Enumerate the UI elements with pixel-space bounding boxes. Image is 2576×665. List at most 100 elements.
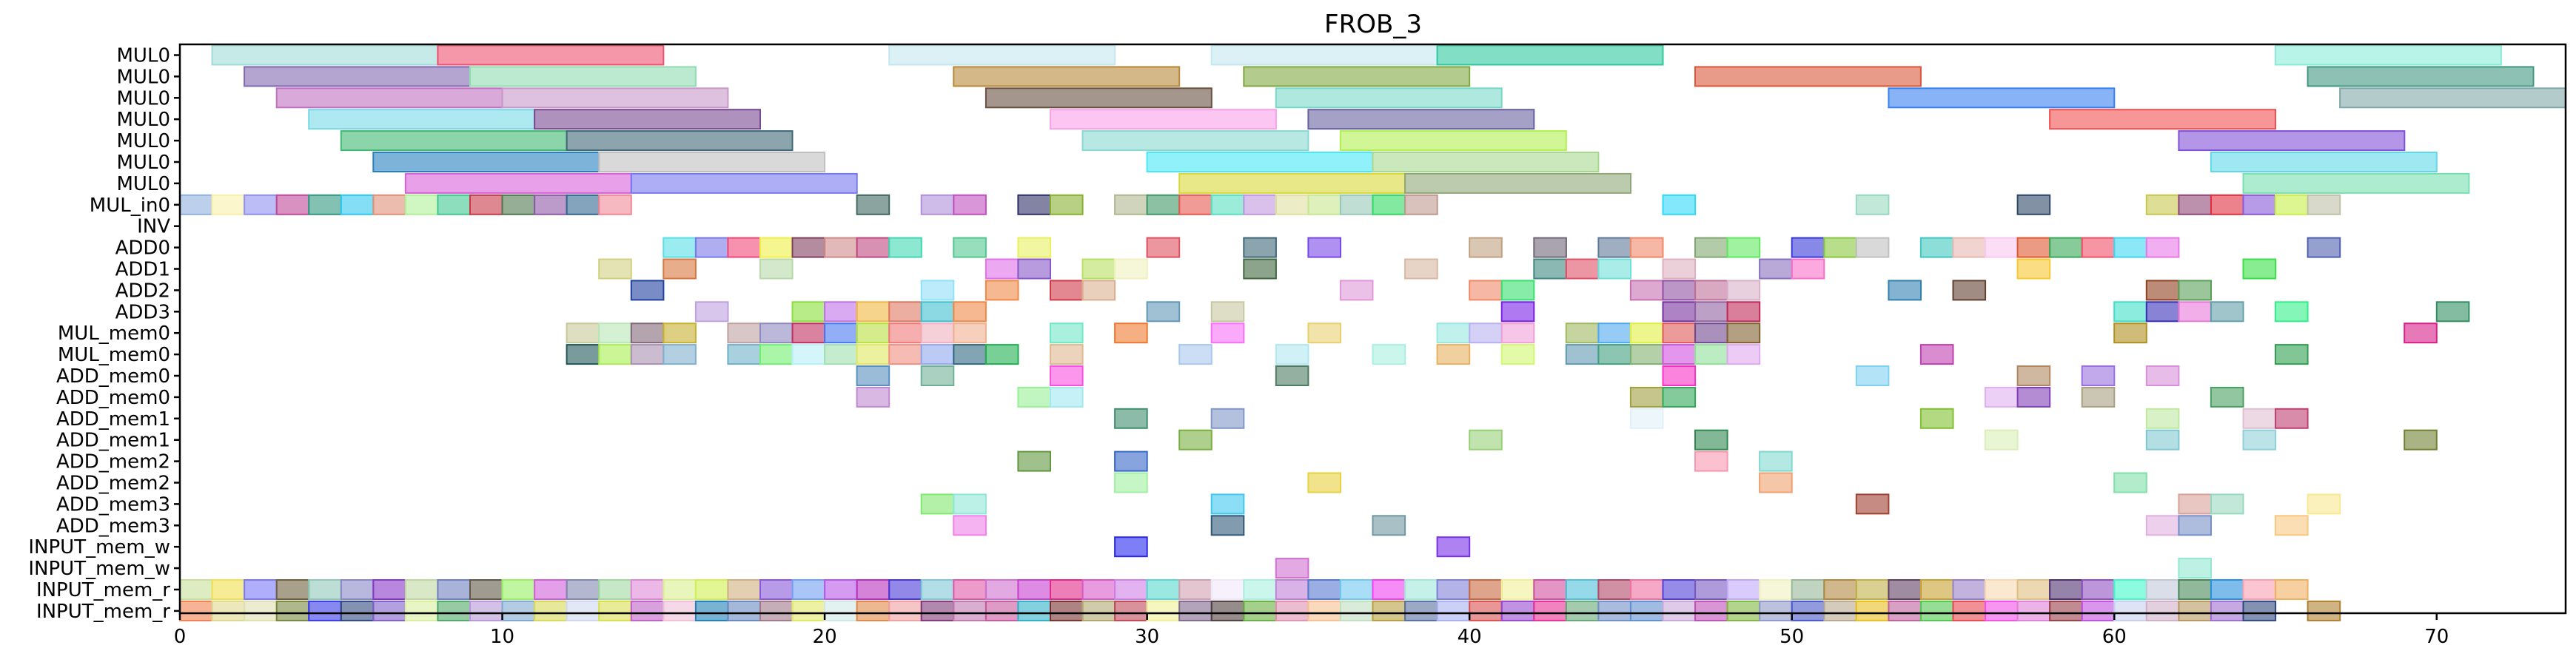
bar-ADD_mem2-29 xyxy=(1114,472,1148,493)
bar-ADD_mem1-54 xyxy=(1919,408,1954,429)
bar-INPUT_mem_r-26 xyxy=(1017,579,1052,600)
bar-ADD_mem1-31 xyxy=(1178,429,1212,450)
bar-MUL_mem0-45 xyxy=(1629,323,1664,344)
y-tick-label: INPUT_mem_w xyxy=(28,536,170,558)
bar-MUL0-2 xyxy=(244,66,471,87)
bar-INPUT_mem_r-25 xyxy=(985,579,1019,600)
bar-ADD_mem2-29 xyxy=(1114,450,1148,472)
y-tick-label: ADD_mem2 xyxy=(56,473,170,495)
bar-ADD1-38 xyxy=(1404,258,1438,280)
bar-INPUT_mem_r-66 xyxy=(2307,600,2341,621)
bar-INPUT_mem_r-41 xyxy=(1500,579,1535,600)
bar-MUL0-12 xyxy=(566,130,794,152)
bar-INPUT_mem_r-37 xyxy=(1372,600,1406,621)
bar-MUL_in0-65 xyxy=(2275,194,2309,215)
bar-INPUT_mem_r-57 xyxy=(2016,600,2051,621)
bar-INPUT_mem_r-51 xyxy=(1823,600,1857,621)
bar-MUL_mem0-24 xyxy=(953,323,987,344)
bar-ADD_mem0-23 xyxy=(920,365,955,386)
bar-ADD0-22 xyxy=(888,237,922,258)
bar-INPUT_mem_r-63 xyxy=(2210,579,2244,600)
y-tick-label: ADD0 xyxy=(115,237,170,260)
bar-MUL0-63 xyxy=(2210,152,2438,172)
bar-ADD3-46 xyxy=(1662,301,1697,323)
bar-INPUT_mem_r-38 xyxy=(1404,600,1438,621)
y-tick-label: ADD_mem3 xyxy=(56,515,170,537)
bar-INPUT_mem_r-34 xyxy=(1275,579,1309,600)
bar-INPUT_mem_r-29 xyxy=(1114,600,1148,621)
bar-ADD3-21 xyxy=(856,301,890,323)
bar-MUL_in0-23 xyxy=(920,194,955,215)
bar-ADD_mem3-62 xyxy=(2178,493,2212,515)
bar-MUL_mem0-23 xyxy=(920,323,955,344)
bar-INPUT_mem_r-44 xyxy=(1597,579,1631,600)
y-tick-label: MUL0 xyxy=(117,173,171,195)
bar-MUL_mem0-48 xyxy=(1726,344,1761,365)
bar-INPUT_mem_r-33 xyxy=(1243,600,1277,621)
y-tick-label: ADD_mem2 xyxy=(56,451,170,473)
bar-INPUT_mem_r-13 xyxy=(598,600,632,621)
bar-INPUT_mem_r-19 xyxy=(791,579,826,600)
bar-MUL_mem0-31 xyxy=(1178,344,1212,365)
bar-INPUT_mem_r-44 xyxy=(1597,600,1631,621)
bar-INPUT_mem_r-11 xyxy=(534,579,568,600)
bar-ADD2-36 xyxy=(1339,280,1374,301)
bar-INPUT_mem_r-59 xyxy=(2081,600,2116,621)
bar-MUL_mem0-25 xyxy=(985,344,1019,365)
bar-MUL0-4 xyxy=(308,109,536,130)
bar-MUL_mem0-45 xyxy=(1629,344,1664,365)
bar-ADD_mem2-60 xyxy=(2113,472,2147,493)
bar-MUL0-53 xyxy=(1888,87,2116,109)
bar-ADD0-66 xyxy=(2307,237,2341,258)
y-tick-label: MUL0 xyxy=(117,45,171,67)
bar-MUL_mem0-17 xyxy=(727,323,762,344)
bar-ADD2-23 xyxy=(920,280,955,301)
bar-ADD_mem0-27 xyxy=(1050,365,1084,386)
bar-INPUT_mem_r-20 xyxy=(824,579,858,600)
bar-MUL_in0-7 xyxy=(404,194,439,215)
bar-MUL_in0-35 xyxy=(1307,194,1342,215)
bar-MUL0-34 xyxy=(1275,87,1503,109)
bar-INPUT_mem_r-56 xyxy=(1985,579,2019,600)
bar-MUL_mem0-39 xyxy=(1436,344,1471,365)
bar-INPUT_mem_r-4 xyxy=(308,579,342,600)
bar-INPUT_mem_r-6 xyxy=(372,600,406,621)
bar-MUL_mem0-22 xyxy=(888,344,922,365)
bar-ADD0-59 xyxy=(2081,237,2116,258)
y-tick-label: MUL_mem0 xyxy=(58,323,170,345)
bar-INPUT_mem_r-49 xyxy=(1759,579,1793,600)
bar-INPUT_mem_r-42 xyxy=(1533,600,1567,621)
bar-MUL_in0-10 xyxy=(501,194,536,215)
bar-MUL_mem0-43 xyxy=(1565,323,1600,344)
bar-MUL0-14 xyxy=(630,172,858,194)
bar-MUL_in0-29 xyxy=(1114,194,1148,215)
bar-ADD0-58 xyxy=(2049,237,2083,258)
bar-ADD2-55 xyxy=(1952,280,1987,301)
bar-ADD_mem1-29 xyxy=(1114,408,1148,429)
bar-MUL0-10 xyxy=(501,87,729,109)
x-tick-label: 50 xyxy=(1780,626,1804,648)
bar-ADD_mem2-49 xyxy=(1759,472,1793,493)
bar-MUL_in0-30 xyxy=(1146,194,1181,215)
bar-ADD_mem1-61 xyxy=(2145,429,2180,450)
bar-ADD1-18 xyxy=(759,258,794,280)
bar-ADD_mem0-45 xyxy=(1629,386,1664,408)
bar-MUL_mem0-34 xyxy=(1275,344,1309,365)
bar-ADD0-26 xyxy=(1017,237,1052,258)
bar-ADD_mem0-57 xyxy=(2016,386,2051,408)
bar-ADD2-45 xyxy=(1629,280,1664,301)
bar-INPUT_mem_r-55 xyxy=(1952,579,1987,600)
bar-MUL_in0-24 xyxy=(953,194,987,215)
bar-INPUT_mem_r-12 xyxy=(566,579,600,600)
bar-MUL0-30 xyxy=(1146,152,1374,172)
bar-MUL_in0-66 xyxy=(2307,194,2341,215)
bar-MUL0-66 xyxy=(2307,66,2535,87)
bar-ADD_mem0-59 xyxy=(2081,365,2116,386)
y-tick-label: INPUT_mem_w xyxy=(28,558,170,580)
bar-MUL_in0-21 xyxy=(856,194,890,215)
bar-INPUT_mem_r-16 xyxy=(694,600,729,621)
bars-group xyxy=(179,44,2567,621)
bar-INPUT_mem_r-41 xyxy=(1500,600,1535,621)
bar-INPUT_mem_r-8 xyxy=(437,579,472,600)
bar-ADD0-54 xyxy=(1919,237,1954,258)
